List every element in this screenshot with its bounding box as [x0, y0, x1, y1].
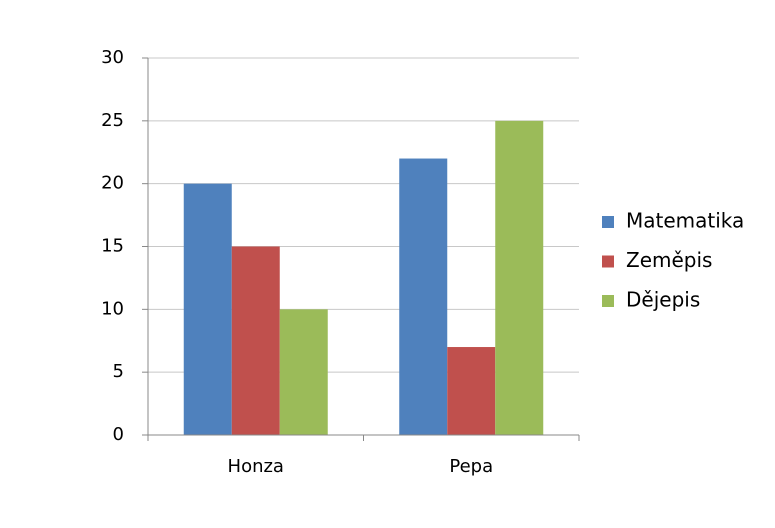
x-tick-label: Pepa — [449, 456, 493, 477]
bar — [231, 246, 280, 435]
y-tick-label: 15 — [101, 236, 124, 257]
bar — [447, 347, 496, 435]
legend-swatch — [602, 295, 614, 307]
bar — [399, 158, 448, 436]
y-tick-label: 0 — [113, 424, 124, 445]
bar — [279, 309, 328, 435]
legend-label: Dějepis — [626, 288, 700, 312]
bar — [183, 183, 232, 435]
y-tick-label: 20 — [101, 173, 124, 194]
legend-swatch — [602, 216, 614, 228]
legend-label: Zeměpis — [626, 248, 712, 272]
y-tick-label: 30 — [101, 47, 124, 68]
x-tick-label: Honza — [228, 456, 284, 477]
legend-label: Matematika — [626, 209, 744, 233]
bar — [495, 120, 544, 435]
y-tick-label: 10 — [101, 298, 124, 319]
y-tick-label: 5 — [113, 361, 124, 382]
y-tick-label: 25 — [101, 110, 124, 131]
legend-swatch — [602, 255, 614, 268]
